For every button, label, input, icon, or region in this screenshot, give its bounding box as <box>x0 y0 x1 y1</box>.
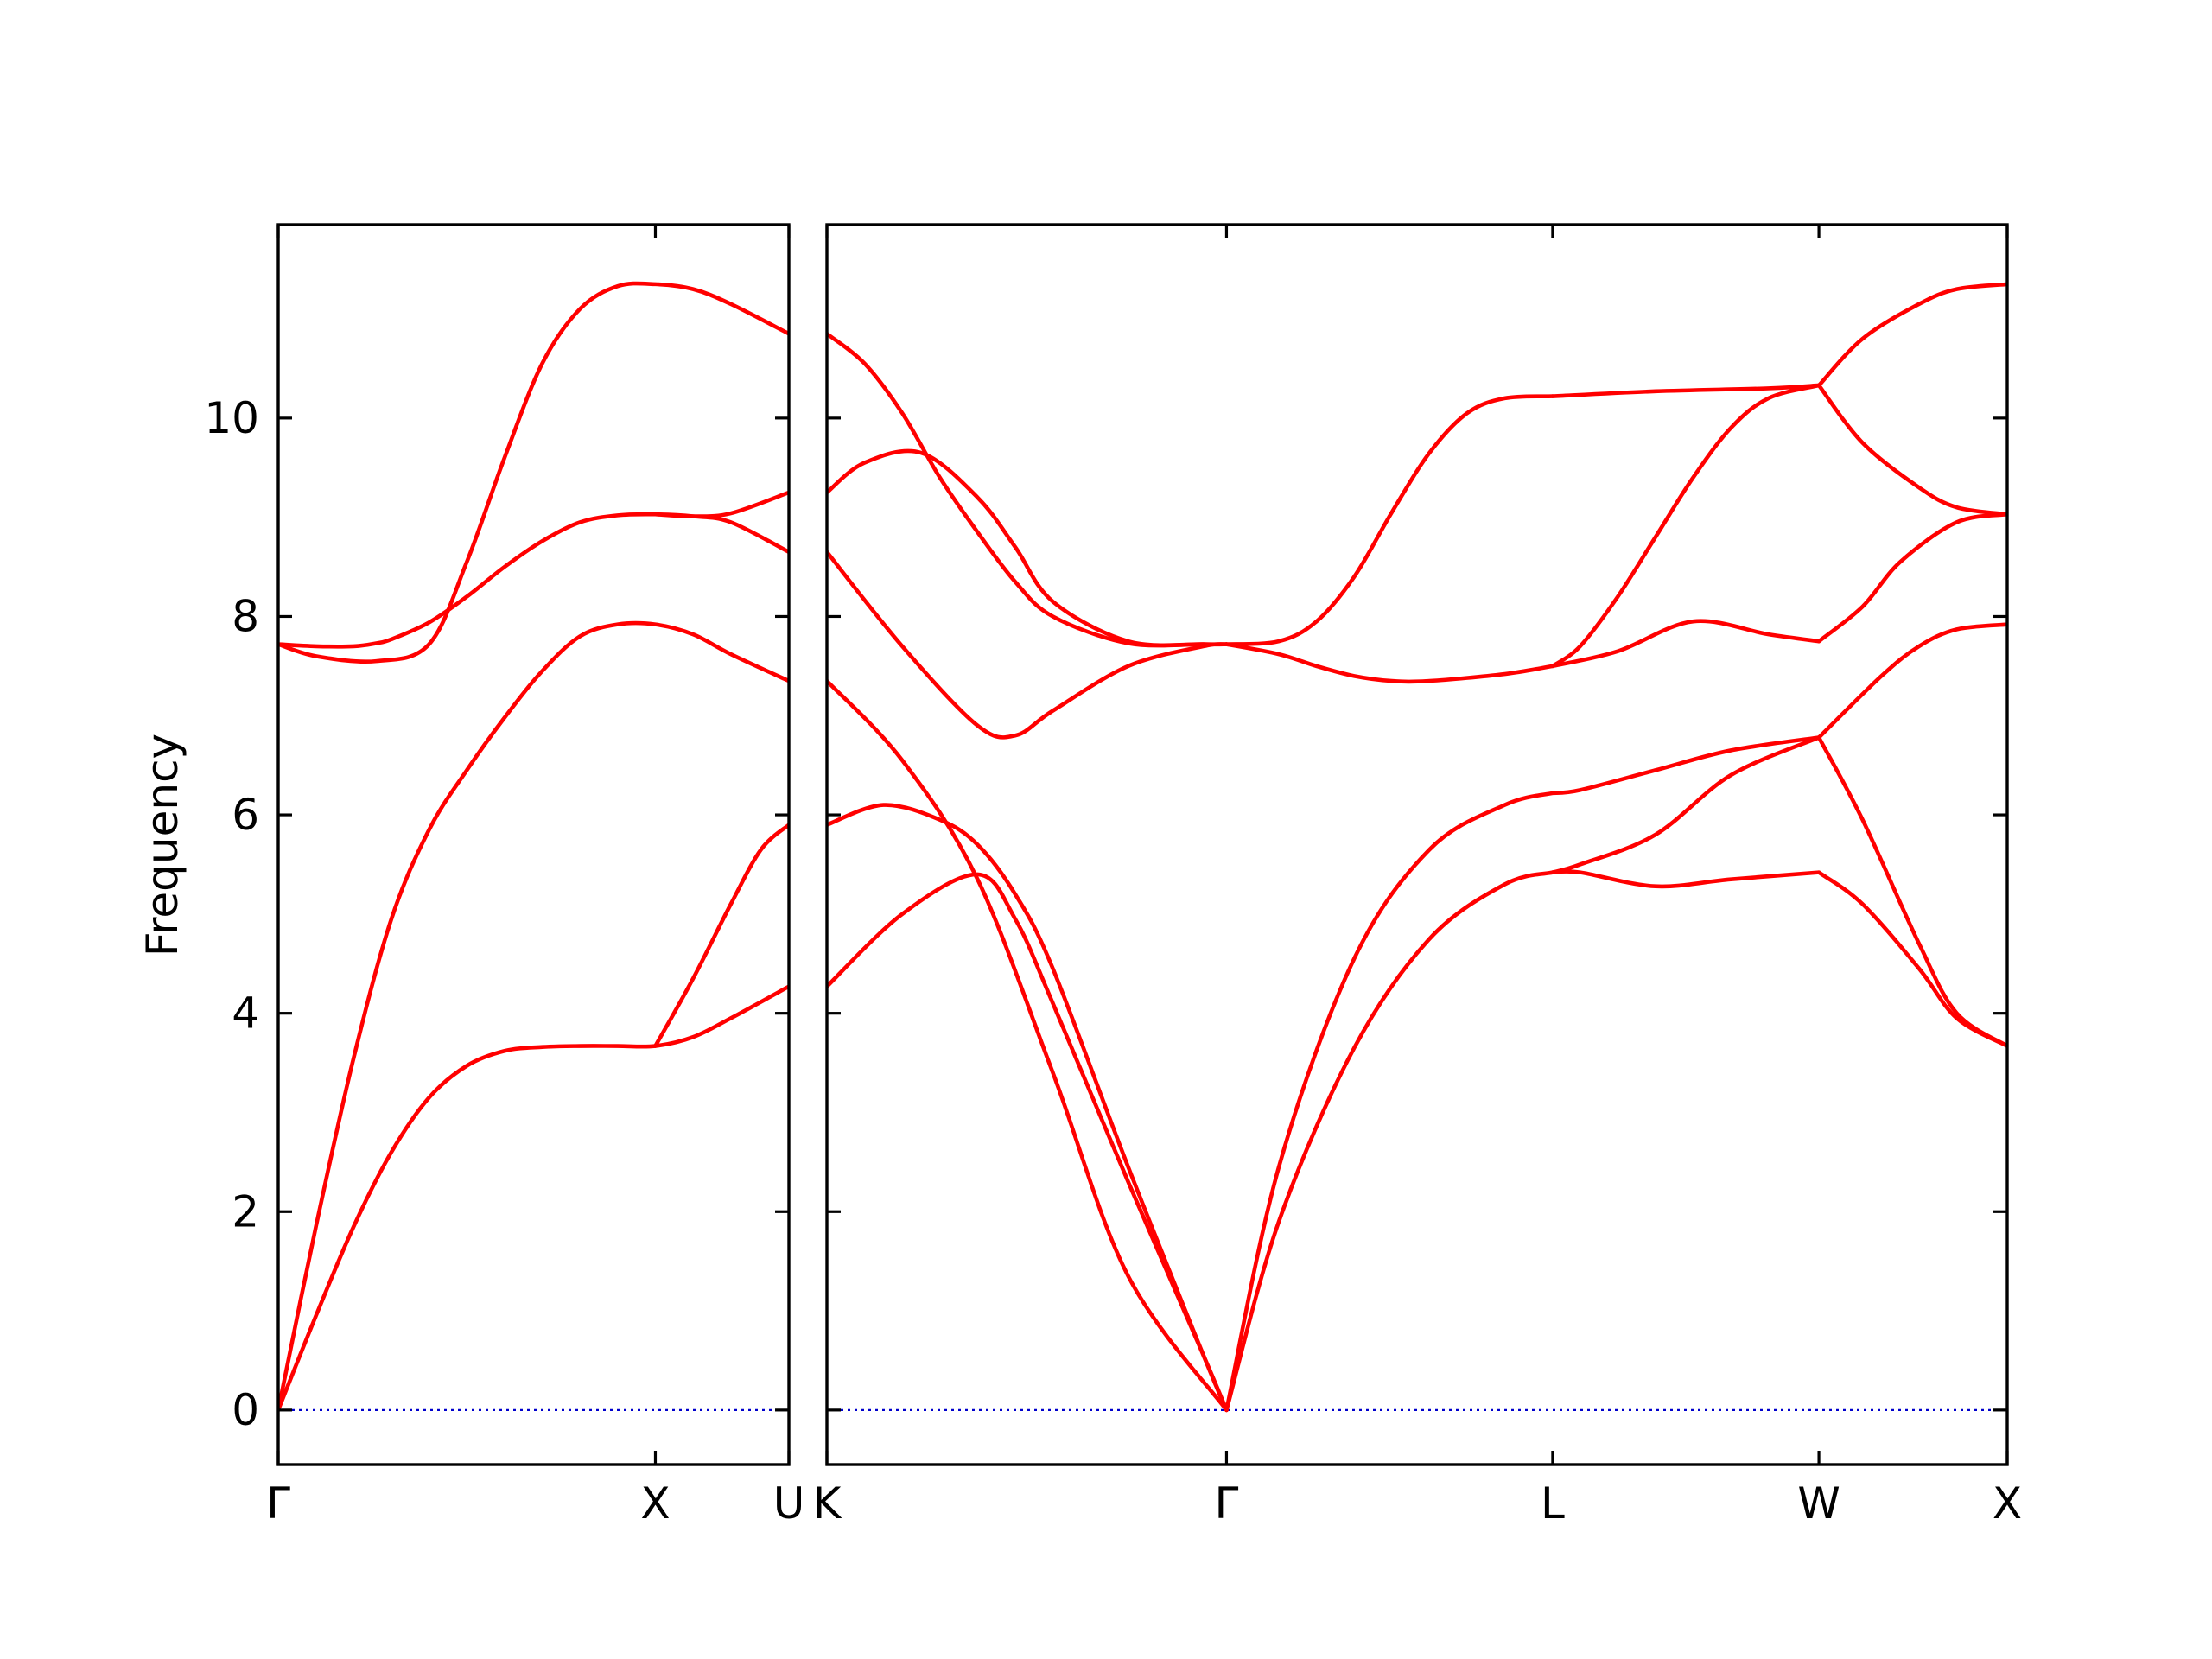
plot-frame <box>825 223 2009 1466</box>
band-line-4 <box>827 550 1229 740</box>
band-line-5 <box>827 448 1229 648</box>
x-tick-label-Γ: Γ <box>1215 1478 1239 1529</box>
band-line-18 <box>1816 735 2007 1048</box>
band-line-22 <box>1816 282 2007 388</box>
band-line-16 <box>1550 383 1821 398</box>
band-line-2 <box>278 620 789 1413</box>
band-line-15 <box>1550 383 1821 669</box>
band-series-group <box>278 281 789 1413</box>
band-line-14 <box>1550 619 1821 669</box>
band-line-3 <box>278 512 789 649</box>
band-line-19 <box>1816 622 2007 740</box>
band-line-3 <box>827 678 1229 1413</box>
x-tick-label-X: X <box>1993 1478 2022 1529</box>
band-line-8 <box>1224 791 1555 1413</box>
band-line-10 <box>1224 394 1555 646</box>
y-tick-label: 10 <box>204 393 259 443</box>
x-tick-label-U: U <box>773 1478 805 1529</box>
band-line-13 <box>1550 735 1821 796</box>
band-line-20 <box>1816 512 2007 644</box>
band-line-2 <box>827 803 1229 1413</box>
y-tick-label: 0 <box>232 1385 259 1435</box>
band-line-12 <box>1550 735 1821 874</box>
x-tick-label-K: K <box>813 1478 842 1529</box>
band-line-6 <box>653 490 789 518</box>
band-line-5 <box>653 823 789 1048</box>
band-series-group <box>827 282 2007 1413</box>
x-tick-label-L: L <box>1541 1478 1565 1529</box>
y-tick-label: 4 <box>232 988 259 1039</box>
x-tick-label-Γ: Γ <box>266 1478 290 1529</box>
y-tick-label: 8 <box>232 591 259 641</box>
band-line-17 <box>1816 870 2007 1048</box>
band-line-11 <box>1550 869 1821 889</box>
y-tick-label: 6 <box>232 790 259 840</box>
y-tick-label: 2 <box>232 1186 259 1236</box>
panel-1: 0 2 4 6 8 10 Γ X U <box>204 223 805 1529</box>
plot-frame <box>276 223 791 1466</box>
band-line-1 <box>278 984 789 1413</box>
band-line-9 <box>1224 642 1555 684</box>
band-line-7 <box>1224 870 1555 1413</box>
band-line-6 <box>827 331 1229 648</box>
band-line-21 <box>1816 383 2007 517</box>
y-axis-label: Frequency <box>137 734 188 957</box>
x-tick-label-X: X <box>640 1478 670 1529</box>
x-tick-label-W: W <box>1797 1478 1840 1529</box>
band-line-1 <box>827 872 1229 1413</box>
band-line-4 <box>278 281 789 664</box>
